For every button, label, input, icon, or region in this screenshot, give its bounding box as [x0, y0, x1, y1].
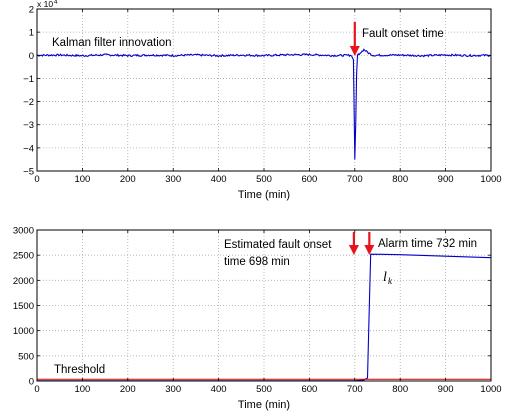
- bottom-xlabel: Time (min): [238, 399, 290, 411]
- lk-symbol: l: [383, 270, 387, 285]
- top-exponent-power: 4: [54, 0, 58, 6]
- bottom-series-line-0: [37, 253, 492, 382]
- top-series: [36, 48, 492, 160]
- top-y-tick-labels: −5 −4 −3 −2 −1 0 1 2: [23, 5, 34, 178]
- top-y-tick-label: 0: [29, 51, 34, 62]
- top-x-tick-label: 100: [74, 174, 90, 185]
- bottom-ticks: [36, 229, 492, 382]
- bottom-x-tick-label: 400: [211, 384, 227, 395]
- estimated-onset-arrow: [348, 232, 359, 255]
- bottom-y-tick-label: 1500: [13, 301, 34, 312]
- alarm-time-arrow: [364, 232, 375, 255]
- bottom-y-tick-labels: 0 500 1000 1500 2000 2500 3000: [13, 226, 34, 388]
- bottom-x-tick-label: 200: [120, 384, 136, 395]
- top-y-tick-label: −4: [23, 143, 34, 154]
- top-x-tick-label: 600: [301, 174, 317, 185]
- top-y-tick-label: 2: [29, 5, 34, 16]
- top-series-label: Kalman filter innovation: [52, 37, 172, 49]
- bottom-y-tick-label: 1000: [13, 326, 34, 337]
- subplot-top: 0 100 200 300 400 500 600 700 800 900 1000 −5−4−3−…: [23, 0, 501, 201]
- bottom-x-tick-label: 0: [34, 384, 39, 395]
- bottom-x-tick-label: 1000: [480, 384, 501, 395]
- subplot-bottom: 0 100 200 300 400 500 600 700 800 900 1000 0 500 100…: [13, 226, 502, 412]
- top-series-line-0: [36, 48, 492, 160]
- arrow-head: [349, 46, 360, 56]
- estimated-onset-label-line2: time 698 min: [224, 256, 290, 268]
- top-y-tick-label: −3: [23, 120, 34, 131]
- lk-subscript: k: [388, 276, 393, 286]
- top-x-tick-label: 500: [256, 174, 272, 185]
- top-ticks: [36, 8, 492, 172]
- top-x-tick-label: 900: [438, 174, 454, 185]
- threshold-label: Threshold: [54, 364, 105, 376]
- top-y-tick-label: −2: [23, 97, 34, 108]
- top-x-tick-label: 700: [347, 174, 363, 185]
- alarm-time-label: Alarm time 732 min: [378, 238, 477, 250]
- arrow-head: [348, 245, 359, 255]
- bottom-x-tick-labels: 0 100 200 300 400 500 600 700 800 900 1000: [34, 384, 501, 395]
- bottom-x-tick-label: 100: [74, 384, 90, 395]
- top-x-tick-label: 0: [34, 174, 39, 185]
- top-xlabel: Time (min): [238, 189, 290, 201]
- fault-onset-label: Fault onset time: [362, 28, 444, 40]
- top-exponent-base: x 10: [37, 0, 53, 9]
- bottom-y-tick-label: 0: [29, 377, 34, 388]
- top-x-tick-label: 800: [392, 174, 408, 185]
- bottom-x-tick-label: 700: [347, 384, 363, 395]
- bottom-grid: [37, 230, 491, 381]
- bottom-x-tick-label: 300: [165, 384, 181, 395]
- bottom-y-tick-label: 3000: [13, 226, 34, 237]
- top-y-tick-label: −1: [23, 74, 34, 85]
- top-x-tick-label: 400: [211, 174, 227, 185]
- bottom-x-tick-label: 600: [301, 384, 317, 395]
- bottom-x-tick-label: 500: [256, 384, 272, 395]
- bottom-x-tick-label: 800: [392, 384, 408, 395]
- arrow-head: [364, 245, 375, 255]
- bottom-x-tick-label: 900: [438, 384, 454, 395]
- bottom-y-tick-label: 500: [18, 351, 34, 362]
- top-y-tick-label: −5: [23, 167, 34, 178]
- fault-onset-arrow: [349, 22, 360, 56]
- top-x-tick-label: 1000: [480, 174, 501, 185]
- estimated-onset-label-line1: Estimated fault onset: [224, 239, 332, 251]
- bottom-y-tick-label: 2500: [13, 251, 34, 262]
- top-x-tick-labels: 0 100 200 300 400 500 600 700 800 900 1000: [34, 174, 501, 185]
- top-x-tick-label: 200: [120, 174, 136, 185]
- top-y-tick-label: 1: [29, 28, 34, 39]
- top-x-tick-label: 300: [165, 174, 181, 185]
- bottom-y-tick-label: 2000: [13, 276, 34, 287]
